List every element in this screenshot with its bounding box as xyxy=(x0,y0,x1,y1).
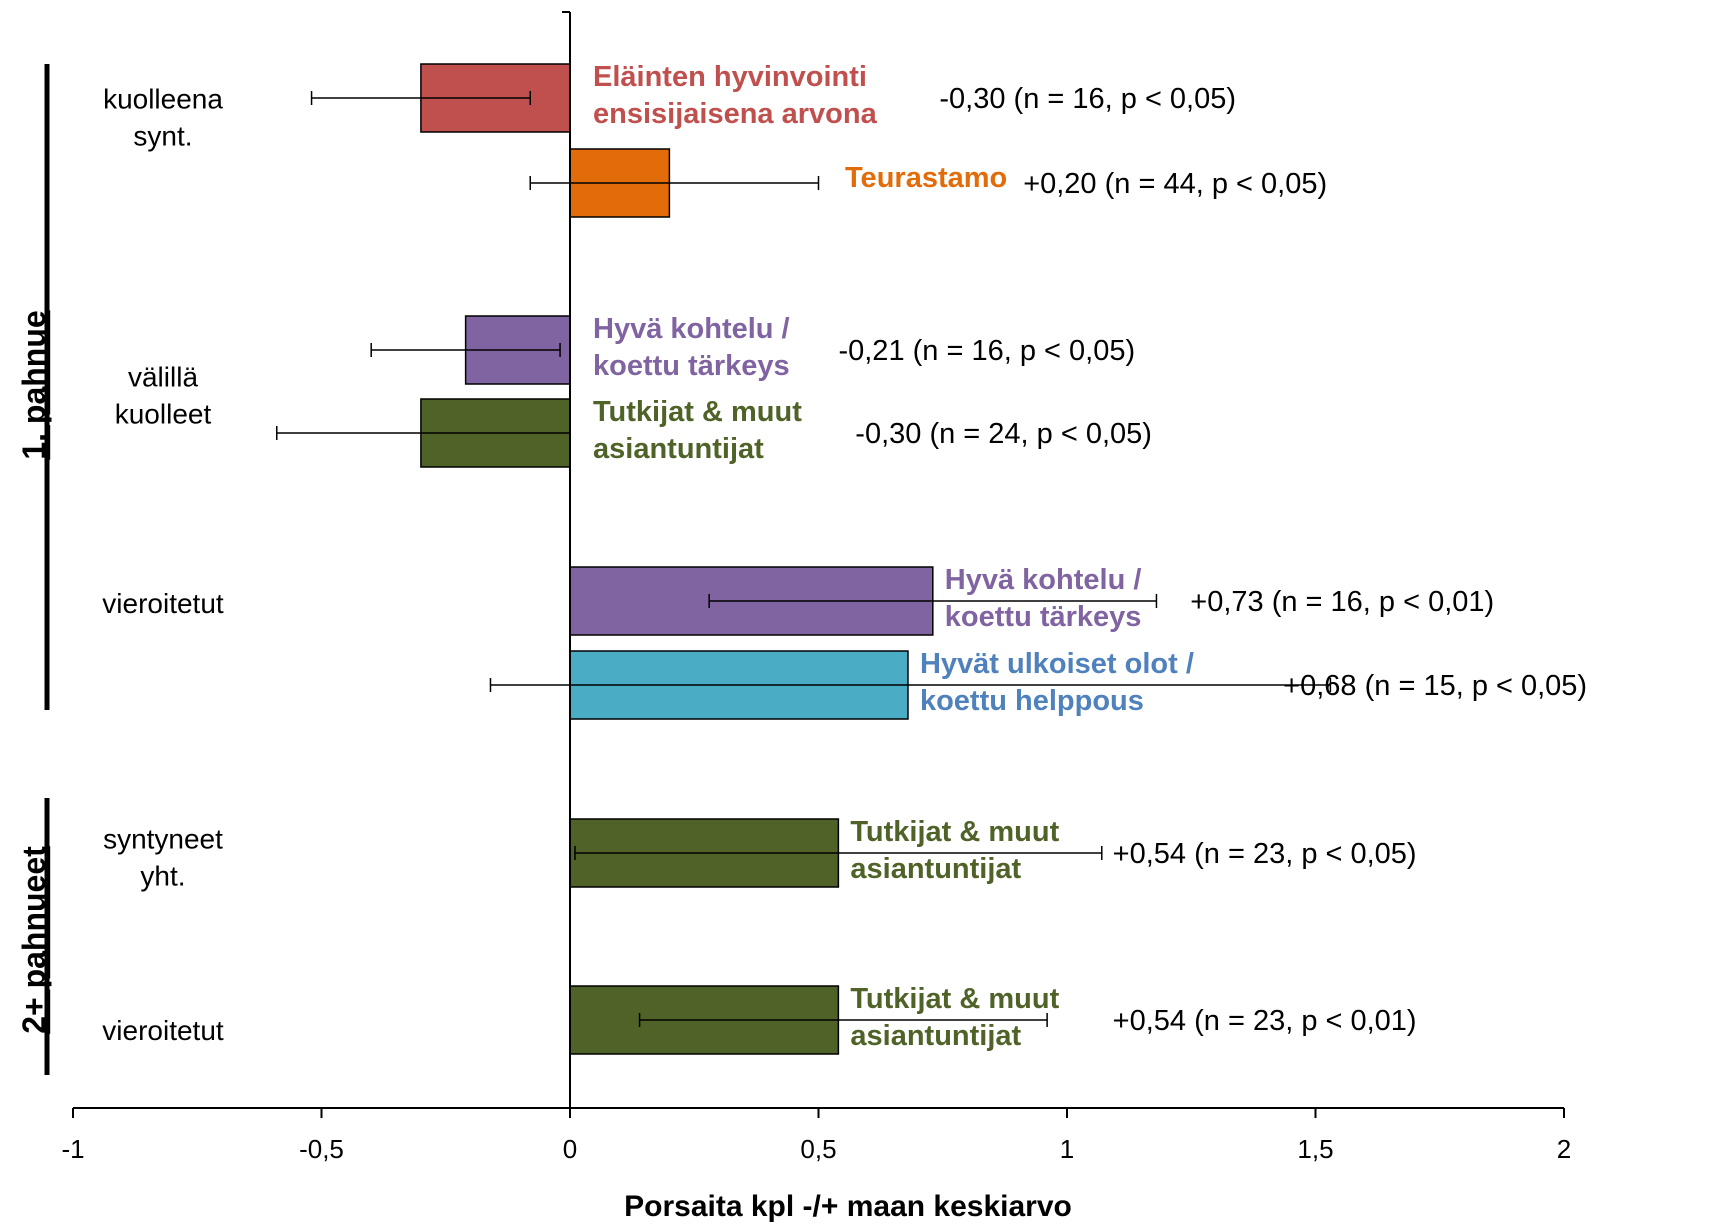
series-label: Tutkijat & muut asiantuntijat xyxy=(593,396,802,465)
stat-label: +0,54 (n = 23, p < 0,05) xyxy=(1113,838,1417,870)
category-label: vieroitetut xyxy=(102,1015,224,1046)
series-label: Hyvä kohtelu / koettu tärkeys xyxy=(945,564,1142,633)
stat-label: +0,54 (n = 23, p < 0,01) xyxy=(1113,1005,1417,1037)
x-tick-label: 2 xyxy=(1557,1134,1571,1164)
x-tick-label: -1 xyxy=(61,1134,84,1164)
stat-label: -0,30 (n = 24, p < 0,05) xyxy=(855,418,1152,450)
category-label: syntyneet yht. xyxy=(103,824,223,892)
stat-label: -0,30 (n = 16, p < 0,05) xyxy=(939,83,1236,115)
series-label: Hyvä kohtelu / koettu tärkeys xyxy=(593,313,790,382)
x-tick-label: 1,5 xyxy=(1297,1134,1333,1164)
x-tick-label: 0 xyxy=(563,1134,577,1164)
annotations: Eläinten hyvinvointi ensisijaisena arvona… xyxy=(593,61,1587,1052)
category-label: välillä kuolleet xyxy=(115,362,212,430)
axes: -1 -0,5 0 0,5 1 1,5 2 xyxy=(61,11,1571,1164)
x-axis-label: Porsaita kpl -/+ maan keskiarvo xyxy=(624,1190,1072,1223)
stat-label: +0,73 (n = 16, p < 0,01) xyxy=(1190,586,1494,618)
x-tick-label: 0,5 xyxy=(800,1134,836,1164)
stat-label: +0,20 (n = 44, p < 0,05) xyxy=(1023,168,1327,200)
stat-label: +0,68 (n = 15, p < 0,05) xyxy=(1283,670,1587,702)
series-label: Hyvät ulkoiset olot / koettu helppous xyxy=(920,648,1194,717)
error-bars xyxy=(276,91,1332,1027)
group-label: 1. pahnue xyxy=(16,310,52,459)
group-brackets: 1. pahnue 2+ pahnueet xyxy=(16,64,52,1075)
category-label: vieroitetut xyxy=(102,588,224,619)
bars xyxy=(420,63,934,1055)
group-label: 2+ pahnueet xyxy=(16,846,52,1034)
x-tick-label: 1 xyxy=(1060,1134,1074,1164)
series-label: Tutkijat & muut asiantuntijat xyxy=(850,816,1059,885)
stat-label: -0,21 (n = 16, p < 0,05) xyxy=(838,335,1135,367)
series-label: Teurastamo xyxy=(845,162,1007,194)
series-label: Eläinten hyvinvointi ensisijaisena arvona xyxy=(593,61,878,130)
series-label: Tutkijat & muut asiantuntijat xyxy=(850,983,1059,1052)
category-label: kuolleena synt. xyxy=(103,84,223,152)
category-labels: kuolleena synt. välillä kuolleet vieroitetut… xyxy=(102,84,224,1047)
x-tick-label: -0,5 xyxy=(299,1134,344,1164)
